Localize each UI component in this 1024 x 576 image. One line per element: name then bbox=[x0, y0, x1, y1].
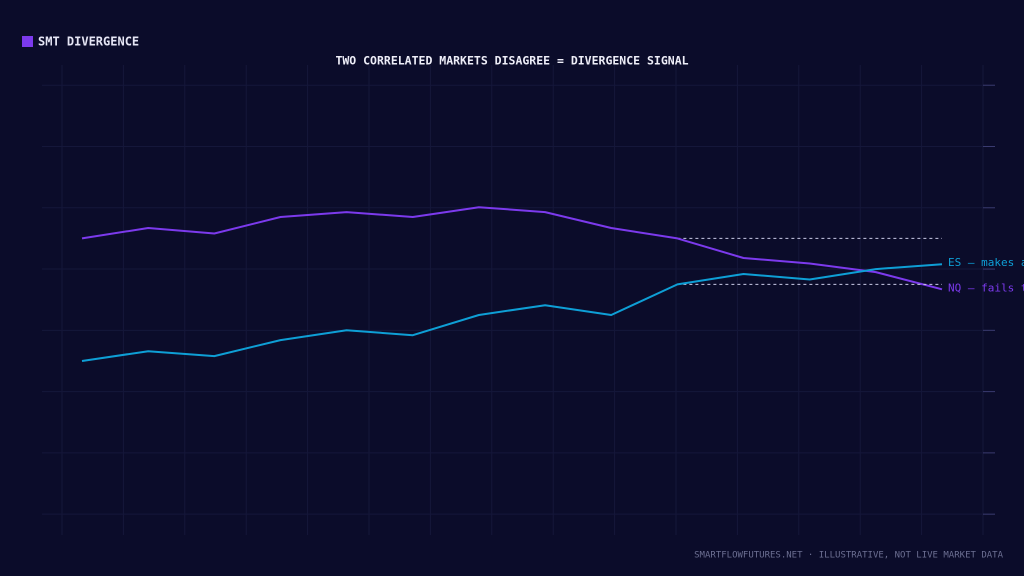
series-line bbox=[81, 263, 943, 362]
series-line bbox=[81, 206, 943, 291]
badge-icon bbox=[22, 36, 33, 47]
series-label: NQ — fails t bbox=[948, 281, 1024, 294]
badge: SMT DIVERGENCE bbox=[38, 35, 139, 49]
footer: SMARTFLOWFUTURES.NET · ILLUSTRATIVE, NOT… bbox=[694, 551, 1003, 561]
series-label: ES — makes a bbox=[948, 256, 1024, 269]
chart-title: TWO CORRELATED MARKETS DISAGREE = DIVERG… bbox=[335, 54, 688, 68]
